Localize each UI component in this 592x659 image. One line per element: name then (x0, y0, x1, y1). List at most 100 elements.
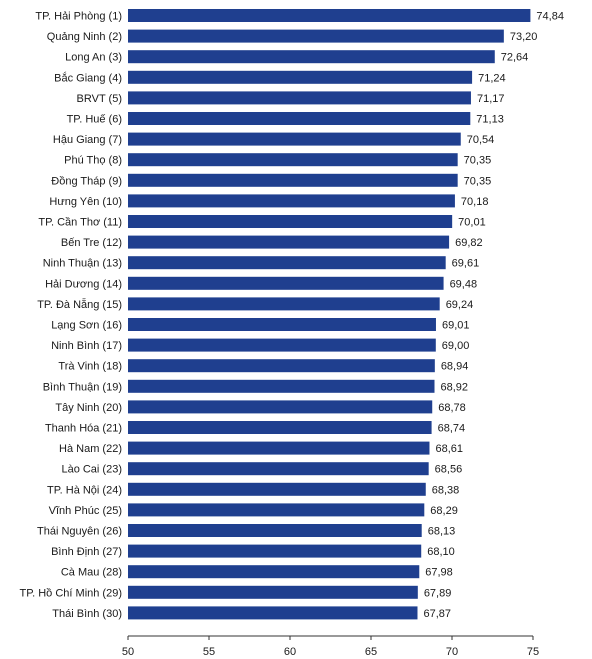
bar (128, 235, 450, 249)
bar (128, 585, 418, 599)
value-label: 67,87 (423, 608, 451, 620)
bar (128, 503, 425, 517)
value-label: 74,84 (536, 11, 564, 23)
bar (128, 112, 471, 125)
value-label: 68,13 (428, 526, 456, 538)
bar (128, 132, 461, 146)
value-label: 69,00 (442, 340, 470, 352)
bar (128, 544, 422, 558)
bar (128, 379, 435, 393)
category-label: Bình Định (27) (51, 546, 122, 558)
category-label: Hải Dương (14) (45, 278, 122, 290)
bar (128, 318, 436, 331)
value-label: 70,18 (461, 196, 489, 208)
bar (128, 276, 444, 290)
value-label: 71,17 (477, 93, 505, 105)
bar (128, 482, 426, 496)
value-label: 68,29 (430, 505, 458, 517)
value-label: 73,20 (510, 31, 538, 43)
value-label: 69,01 (442, 320, 470, 332)
category-label: TP. Hải Phòng (1) (35, 11, 122, 23)
value-label: 71,13 (476, 114, 504, 126)
bar (128, 297, 440, 311)
value-label: 68,92 (441, 381, 469, 393)
bar (128, 400, 433, 414)
value-label: 67,98 (425, 567, 453, 579)
value-label: 68,78 (438, 402, 466, 414)
value-label: 68,94 (441, 361, 469, 373)
category-label: Bắc Giang (4) (54, 71, 122, 84)
value-label: 68,74 (438, 423, 466, 435)
category-label: Thái Bình (30) (52, 608, 122, 620)
x-tick-label: 70 (446, 646, 458, 658)
value-label: 67,89 (424, 587, 452, 599)
value-label: 69,82 (455, 237, 483, 249)
category-label: Cà Mau (28) (61, 567, 122, 579)
category-label: Tây Ninh (20) (55, 402, 122, 414)
value-labels-group: 74,84 73,20 72,64 71,24 71,17 71,13 70,54 70,35… (423, 11, 563, 620)
category-label: Ninh Bình (17) (51, 340, 122, 352)
bar (128, 9, 531, 22)
bar (128, 421, 432, 434)
category-label: Thái Nguyên (26) (37, 526, 122, 538)
category-label: TP. Hồ Chí Minh (29) (19, 587, 122, 599)
category-label: Vĩnh Phúc (25) (49, 505, 122, 517)
category-label: TP. Hà Nội (24) (47, 484, 122, 496)
bar (128, 215, 453, 228)
x-tick-label: 75 (527, 646, 539, 658)
category-label: Phú Thọ (8) (64, 155, 122, 167)
value-label: 68,38 (432, 484, 460, 496)
bars-group (128, 9, 531, 620)
bar (128, 441, 430, 455)
category-label: Hậu Giang (7) (53, 134, 122, 146)
bar (128, 524, 422, 537)
value-label: 70,35 (464, 175, 492, 187)
bar (128, 338, 436, 352)
bar (128, 194, 455, 208)
category-label: Bến Tre (12) (61, 237, 122, 249)
value-label: 70,01 (458, 217, 486, 229)
x-tick-label: 55 (203, 646, 215, 658)
category-labels-group: TP. Hải Phòng (1) Quảng Ninh (2) Long An (… (19, 11, 122, 620)
bar (128, 359, 435, 373)
category-label: TP. Huế (6) (67, 114, 122, 126)
bar (128, 50, 495, 64)
x-tick-label: 65 (365, 646, 377, 658)
value-label: 69,24 (446, 299, 474, 311)
bar (128, 256, 446, 270)
category-label: BRVT (5) (77, 93, 122, 105)
category-label: Long An (3) (65, 52, 122, 64)
category-label: Lào Cai (23) (61, 464, 122, 476)
value-label: 72,64 (501, 52, 529, 64)
category-label: Hưng Yên (10) (49, 196, 122, 208)
value-label: 68,61 (435, 443, 463, 455)
bar (128, 29, 504, 43)
x-tick-label: 60 (284, 646, 296, 658)
value-label: 69,61 (452, 258, 480, 270)
bar (128, 153, 458, 167)
bar (128, 462, 429, 476)
category-label: Đồng Tháp (9) (51, 175, 122, 187)
value-label: 70,35 (464, 155, 492, 167)
category-label: Trà Vinh (18) (58, 361, 122, 373)
bar (128, 565, 420, 579)
category-label: Quảng Ninh (2) (47, 31, 122, 43)
value-label: 71,24 (478, 72, 506, 84)
value-label: 68,10 (427, 546, 455, 558)
category-label: Ninh Thuận (13) (43, 258, 122, 270)
value-label: 69,48 (450, 278, 478, 290)
category-label: Lạng Sơn (16) (51, 320, 122, 332)
value-label: 68,56 (435, 464, 463, 476)
x-tick-label: 50 (122, 646, 134, 658)
category-label: TP. Đà Nẵng (15) (37, 298, 122, 311)
category-label: Hà Nam (22) (59, 443, 122, 455)
value-label: 70,54 (467, 134, 495, 146)
bar (128, 606, 418, 620)
category-label: TP. Cần Thơ (11) (38, 217, 122, 229)
x-axis: 50 55 60 65 70 75 (122, 635, 539, 658)
category-label: Bình Thuận (19) (43, 381, 122, 393)
category-label: Thanh Hóa (21) (45, 423, 122, 435)
bar (128, 70, 473, 84)
